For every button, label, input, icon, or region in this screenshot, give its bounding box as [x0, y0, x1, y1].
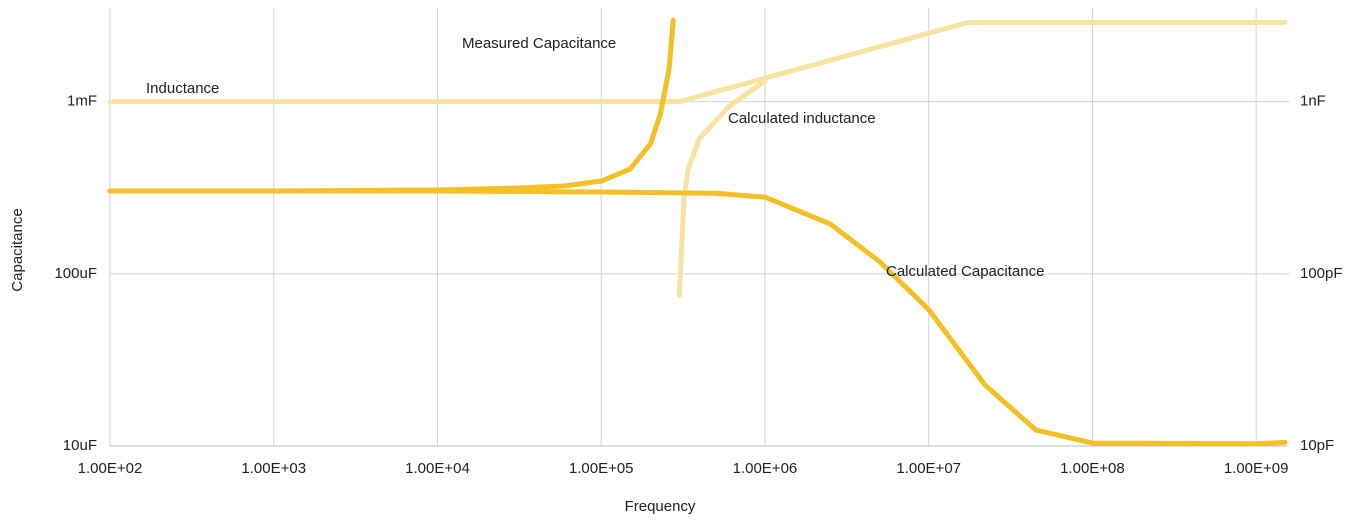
y2-tick-label: 1nF — [1300, 93, 1326, 110]
y-tick-label: 100uF — [54, 265, 97, 282]
series-label: Measured Capacitance — [462, 35, 616, 52]
x-tick-label: 1.00E+08 — [1060, 460, 1125, 477]
series-line — [676, 78, 768, 298]
series-line — [107, 19, 1288, 105]
x-tick-label: 1.00E+07 — [896, 460, 961, 477]
x-tick-label: 1.00E+05 — [569, 460, 634, 477]
x-tick-label: 1.00E+03 — [241, 460, 306, 477]
y-tick-label: 10uF — [63, 437, 97, 454]
y-axis-label: Capacitance — [9, 208, 26, 291]
x-tick-label: 1.00E+02 — [78, 460, 143, 477]
y2-tick-label: 100pF — [1300, 265, 1343, 282]
x-tick-label: 1.00E+04 — [405, 460, 470, 477]
y-tick-label: 1mF — [67, 93, 97, 110]
series-label: Inductance — [146, 80, 219, 97]
x-tick-label: 1.00E+09 — [1224, 460, 1289, 477]
series-label: Calculated Capacitance — [886, 263, 1044, 280]
series-line — [107, 188, 1288, 447]
y2-tick-label: 10pF — [1300, 437, 1334, 454]
x-axis-label: Frequency — [625, 498, 696, 515]
x-tick-label: 1.00E+06 — [733, 460, 798, 477]
series-label: Calculated inductance — [728, 110, 876, 127]
